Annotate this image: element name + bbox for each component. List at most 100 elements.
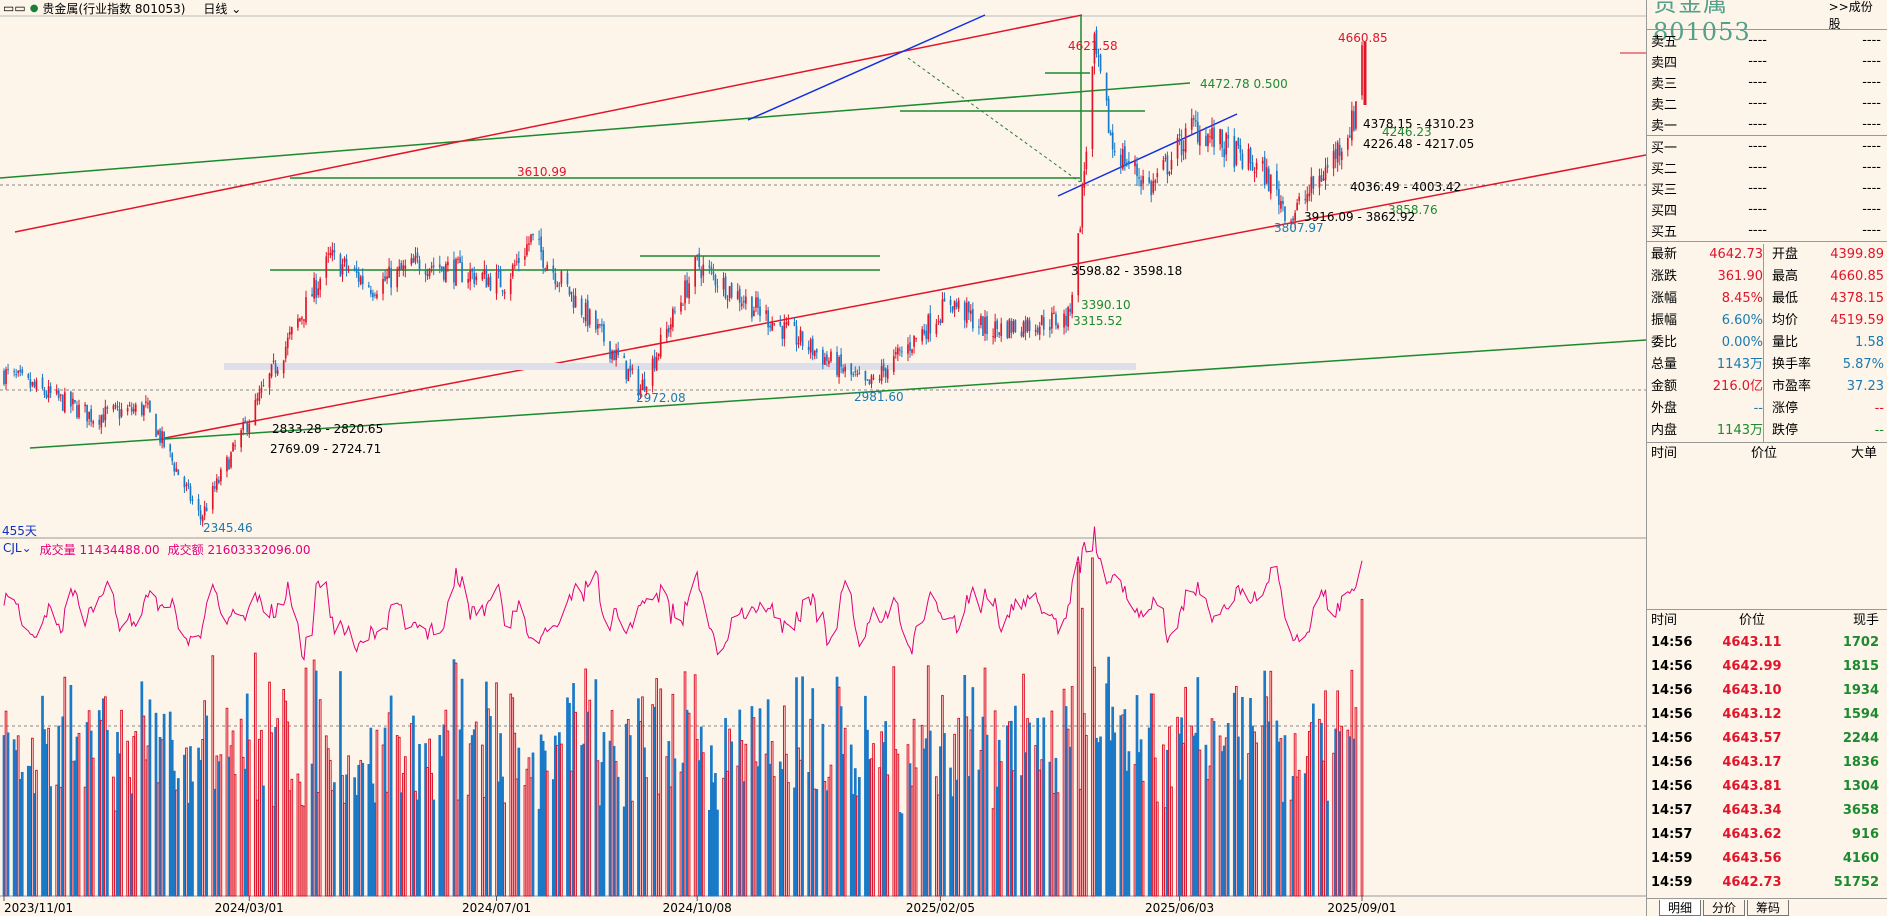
chart-icon[interactable]: ▭▭ (3, 1, 26, 15)
volume-bar (1224, 737, 1228, 897)
ask-label: 卖三 (1651, 77, 1678, 92)
candle-body (1138, 177, 1140, 179)
quote-value: 1.58 (1855, 335, 1884, 350)
candle-body (1184, 128, 1187, 153)
trade-header: 时间 价位 现手 (1647, 609, 1887, 631)
bid-price: ---- (1748, 160, 1767, 175)
candle-body (1012, 321, 1015, 333)
trade-qty: 4160 (1842, 851, 1879, 866)
price-annotation: 4621.58 (1068, 39, 1118, 53)
candle-body (78, 404, 80, 418)
volume-bar (77, 732, 81, 897)
candle-body (740, 303, 743, 307)
candle-body (191, 499, 194, 501)
candle-body (1097, 55, 1100, 57)
candle-body (755, 297, 757, 308)
volume-bar (841, 753, 845, 897)
volume-bar (645, 777, 648, 897)
volume-bar (69, 684, 73, 897)
volume-bar (969, 729, 973, 897)
trade-price: 4643.12 (1722, 707, 1782, 722)
volume-label: 成交量 11434488.00 (39, 543, 160, 557)
candle-body (353, 267, 356, 270)
ask-volume: ---- (1862, 54, 1881, 69)
candle-body (438, 264, 441, 268)
candle-body (967, 301, 970, 313)
volume-bar (312, 659, 316, 897)
tab-1[interactable]: 分价 (1703, 900, 1746, 916)
volume-bar (245, 693, 249, 897)
candle-body (1178, 134, 1181, 136)
volume-bar (1241, 696, 1244, 897)
candle-body (1042, 317, 1045, 330)
volume-bar (884, 721, 888, 897)
candle-body (104, 406, 107, 421)
candle-body (1093, 33, 1096, 64)
candle-body (892, 356, 895, 373)
candle-body (1247, 149, 1250, 170)
candle-body (682, 304, 684, 306)
chart-area[interactable]: 4621.58 4660.85 4472.78 0.500 3610.99 4378.1… (0, 0, 1646, 916)
volume-bar (247, 739, 251, 897)
volume-bar (288, 790, 292, 897)
volume-bar (939, 746, 942, 897)
candle-body (866, 379, 869, 381)
candle-body (428, 268, 431, 276)
volume-bar (1204, 744, 1208, 897)
volume-bar (45, 743, 48, 897)
volume-bar (331, 790, 334, 897)
candle-body (260, 387, 263, 393)
volume-bar (985, 734, 989, 897)
candle-body (197, 498, 200, 511)
candle-body (359, 276, 362, 285)
volume-bar (543, 750, 547, 897)
price-annotation: 4226.48 - 4217.05 (1363, 137, 1474, 151)
volume-bar (333, 782, 336, 897)
candle-body (765, 310, 767, 314)
volume-bar (1091, 557, 1094, 897)
volume-bar (979, 750, 983, 897)
constituents-link[interactable]: >>成份股 (1828, 0, 1873, 31)
trend-line (164, 154, 1646, 439)
tab-0[interactable]: 明细 (1659, 900, 1702, 916)
volume-bar (126, 740, 129, 897)
candle-body (319, 279, 322, 290)
volume-bar (793, 787, 796, 897)
candle-body (984, 317, 986, 334)
tab-2[interactable]: 筹码 (1747, 900, 1790, 916)
quote-label: 总量 (1651, 357, 1678, 372)
volume-bar (357, 764, 361, 897)
period-selector[interactable]: 日线 ⌄ (203, 1, 242, 16)
volume-bar (1170, 786, 1173, 897)
trade-time: 14:57 (1651, 803, 1693, 818)
candle-body (840, 354, 842, 367)
volume-bar (1318, 718, 1321, 897)
kline-chart[interactable]: 4621.58 4660.85 4472.78 0.500 3610.99 4378.1… (0, 0, 1646, 916)
volume-bar (1346, 729, 1350, 897)
volume-bar (560, 743, 563, 897)
trade-time: 14:59 (1651, 875, 1693, 890)
x-tick-label: 2023/11/01 (4, 901, 73, 915)
panel-tabs: 明细 分价 筹码 (1647, 898, 1887, 916)
volume-bar (328, 759, 332, 897)
candle-body (248, 423, 251, 434)
volume-bar (935, 776, 938, 897)
candle-body (511, 264, 514, 277)
trade-price: 4643.57 (1722, 731, 1782, 746)
candle-body (609, 341, 611, 359)
volume-bar (1062, 688, 1066, 897)
volume-bar (160, 739, 164, 897)
candle-body (785, 323, 788, 325)
volume-bar (695, 739, 699, 897)
volume-bar (229, 745, 233, 897)
volume-bar (174, 789, 178, 897)
trend-line (29, 339, 1646, 449)
indicator-selector[interactable]: CJL⌄ (3, 541, 32, 555)
volume-bar (243, 768, 247, 897)
trade-time: 14:56 (1651, 779, 1693, 794)
volume-bar (997, 739, 1001, 897)
candle-body (120, 409, 123, 417)
volume-bar (600, 762, 604, 897)
ask-label: 卖二 (1651, 98, 1678, 113)
candle-body (475, 276, 478, 281)
